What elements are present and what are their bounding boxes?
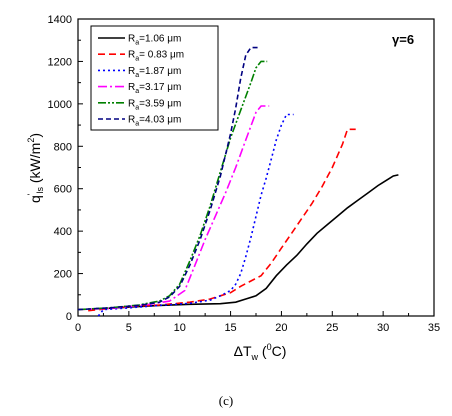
y-tick-label: 600 (54, 184, 72, 196)
y-axis-title: q'ls (kW/m2) (26, 133, 45, 203)
y-tick-label: 800 (54, 141, 72, 153)
x-tick-label: 10 (174, 322, 186, 334)
x-axis-title: ΔTw (0C) (234, 342, 287, 362)
y-tick-label: 1400 (48, 14, 72, 26)
y-tick-label: 0 (66, 311, 72, 323)
series-line-4 (77, 105, 270, 311)
gamma-annotation: γ=6 (392, 32, 414, 47)
x-tick-label: 0 (75, 322, 81, 334)
x-tick-label: 25 (326, 322, 338, 334)
x-tick-label: 35 (428, 322, 440, 334)
figure-caption: (c) (219, 393, 233, 408)
legend-label: Ra=3.59 μm (128, 98, 181, 111)
series-line-5 (77, 60, 268, 311)
legend-label: Ra=3.17 μm (128, 82, 181, 95)
y-tick-label: 1000 (48, 99, 72, 111)
series-line-1 (103, 174, 399, 310)
y-tick-label: 1200 (48, 56, 72, 68)
series-line-3 (97, 113, 294, 317)
series-line-2 (88, 128, 356, 312)
legend-label: Ra=4.03 μm (128, 115, 181, 128)
legend-label: Ra=1.06 μm (128, 34, 181, 47)
x-tick-label: 30 (377, 322, 389, 334)
legend-label: Ra=1.87 μm (128, 66, 181, 79)
y-tick-label: 400 (54, 226, 72, 238)
x-tick-label: 20 (275, 322, 287, 334)
x-tick-label: 15 (224, 322, 236, 334)
legend-label: Ra= 0.83 μm (128, 50, 184, 63)
legend-box (90, 25, 219, 131)
x-tick-label: 5 (126, 322, 132, 334)
series-line-6 (77, 46, 260, 311)
y-tick-label: 200 (54, 269, 72, 281)
